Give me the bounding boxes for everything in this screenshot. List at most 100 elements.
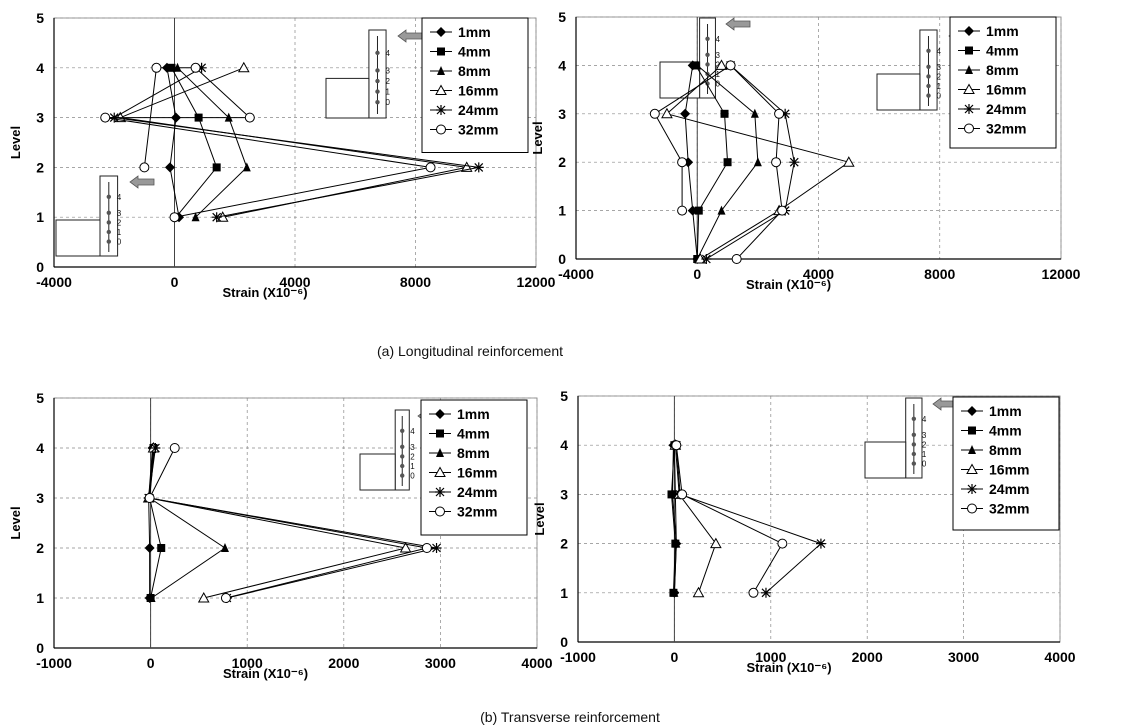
series-line-16mm bbox=[148, 447, 406, 599]
legend-marker-4mm bbox=[436, 429, 444, 438]
series-32mm bbox=[144, 443, 432, 603]
data-point-32mm bbox=[725, 60, 736, 71]
legend-label: 4mm bbox=[458, 44, 491, 60]
x-axis-label: Strain (X10⁻⁶) bbox=[223, 666, 308, 681]
legend-label: 4mm bbox=[986, 43, 1019, 59]
data-point-32mm bbox=[144, 493, 155, 503]
series-line-24mm bbox=[675, 445, 822, 594]
inset-gauge-dot bbox=[375, 78, 380, 84]
inset-gauge-dot bbox=[375, 50, 380, 56]
y-tick-label: 4 bbox=[36, 440, 44, 456]
legend: 1mm 4mm 8mm 16mm 24mm 32mm bbox=[420, 399, 528, 536]
x-tick-label: 0 bbox=[171, 274, 179, 290]
data-point-8mm bbox=[147, 593, 156, 602]
data-point-32mm bbox=[421, 543, 432, 553]
inset-gauge-dot bbox=[106, 210, 112, 215]
data-point-32mm bbox=[777, 538, 788, 549]
inset-level-label: 4 bbox=[716, 35, 721, 44]
inset-level-label: 1 bbox=[936, 82, 941, 91]
legend-marker-4mm bbox=[968, 426, 976, 435]
data-point-24mm bbox=[701, 254, 712, 264]
legend: 1mm 4mm 8mm 16mm 24mm 32mm bbox=[421, 17, 529, 153]
x-axis-label: Strain (X10⁻⁶) bbox=[746, 660, 831, 675]
inset-gauge-dot bbox=[106, 239, 112, 244]
data-point-16mm bbox=[692, 586, 705, 598]
data-point-24mm bbox=[473, 162, 484, 173]
data-point-16mm bbox=[715, 59, 728, 70]
y-axis-label: Level bbox=[532, 502, 547, 535]
legend-marker-24mm bbox=[964, 104, 974, 114]
inset-level-label: 2 bbox=[936, 72, 941, 81]
caption-transverse: (b) Transverse reinforcement bbox=[480, 709, 660, 725]
data-point-32mm bbox=[100, 112, 111, 123]
inset-gauge-dot bbox=[926, 93, 931, 98]
data-point-4mm bbox=[667, 490, 676, 499]
y-tick-label: 1 bbox=[558, 203, 566, 219]
inset-level-label: 3 bbox=[716, 51, 721, 60]
series-line-8mm bbox=[673, 445, 677, 593]
inset-gauge-dot bbox=[911, 416, 917, 421]
y-tick-label: 3 bbox=[36, 490, 44, 506]
y-tick-label: 1 bbox=[560, 585, 568, 601]
x-axis-label: Strain (X10⁻⁶) bbox=[746, 277, 831, 292]
inset-level-label: 2 bbox=[117, 218, 122, 227]
y-tick-label: 1 bbox=[36, 590, 44, 606]
inset-gauge-dot bbox=[106, 220, 112, 225]
inset-level-label: 2 bbox=[385, 77, 390, 86]
data-point-32mm bbox=[190, 62, 201, 73]
inset-level-label: 3 bbox=[936, 63, 941, 72]
y-tick-label: 3 bbox=[560, 486, 568, 502]
series-line-8mm bbox=[177, 67, 248, 218]
data-point-24mm bbox=[780, 108, 791, 119]
data-point-16mm bbox=[399, 541, 412, 553]
data-point-16mm bbox=[842, 156, 855, 167]
series-line-4mm bbox=[671, 445, 676, 593]
legend-marker-1mm bbox=[436, 27, 446, 37]
legend-marker-8mm bbox=[436, 448, 444, 457]
y-tick-label: 0 bbox=[36, 259, 44, 275]
y-tick-label: 2 bbox=[560, 536, 568, 552]
data-point-24mm bbox=[760, 587, 771, 598]
data-point-8mm bbox=[693, 60, 702, 70]
data-point-16mm bbox=[710, 537, 722, 549]
inset-level-label: 1 bbox=[716, 70, 721, 79]
inset-gauge-dot bbox=[705, 52, 710, 57]
series-line-32mm bbox=[675, 445, 784, 594]
x-tick-label: 12000 bbox=[517, 274, 556, 290]
inset-gauge-dot bbox=[106, 229, 112, 235]
series-32mm bbox=[671, 440, 788, 598]
legend-label: 8mm bbox=[989, 442, 1022, 458]
inset-level-label: 4 bbox=[410, 427, 415, 436]
inset-gauge-dot bbox=[375, 89, 380, 94]
data-point-32mm bbox=[169, 212, 180, 223]
series-16mm bbox=[661, 59, 855, 264]
inset-level-label: 1 bbox=[922, 450, 927, 459]
data-point-32mm bbox=[671, 440, 682, 451]
x-tick-label: -4000 bbox=[36, 274, 72, 290]
legend-label: 1mm bbox=[458, 24, 491, 40]
legend-marker-8mm bbox=[965, 65, 973, 74]
inset-level-label: 3 bbox=[385, 66, 390, 75]
inset-base-outline bbox=[55, 219, 101, 257]
inset-gauge-dot bbox=[926, 64, 931, 70]
legend-marker-24mm bbox=[967, 484, 977, 494]
data-point-32mm bbox=[244, 112, 255, 123]
data-point-32mm bbox=[649, 108, 660, 119]
data-point-16mm bbox=[197, 591, 210, 603]
legend-marker-32mm bbox=[967, 503, 977, 514]
x-tick-label: 2000 bbox=[328, 655, 359, 671]
y-axis-label: Level bbox=[8, 126, 23, 159]
data-point-4mm bbox=[723, 158, 732, 167]
legend-marker-32mm bbox=[964, 123, 974, 134]
legend-marker-32mm bbox=[436, 124, 446, 135]
x-tick-label: 2000 bbox=[852, 649, 883, 665]
inset-level-label: 3 bbox=[922, 431, 927, 440]
x-tick-label: 0 bbox=[671, 649, 679, 665]
legend-marker-4mm bbox=[965, 46, 973, 55]
